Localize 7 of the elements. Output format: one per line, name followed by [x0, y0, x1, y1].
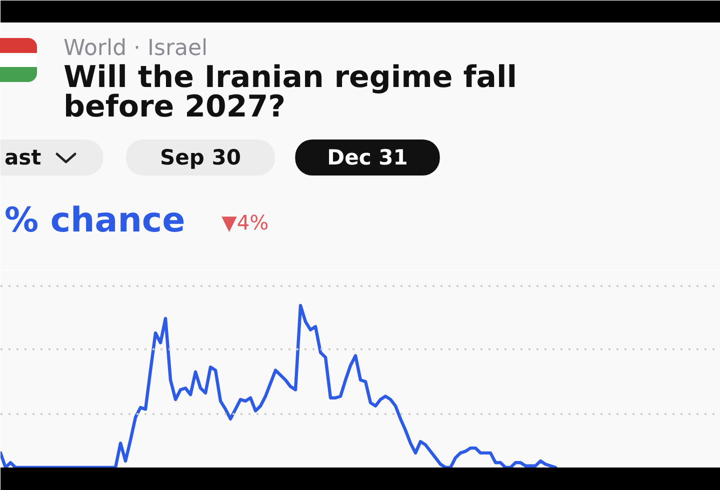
text: Sep 30 — [160, 146, 241, 170]
text: Dec 31 — [327, 146, 408, 170]
chart-title: Will the Iranian regime fall before 2027? — [64, 60, 518, 124]
text: % chance — [4, 200, 186, 240]
text: ast — [4, 146, 42, 170]
chart-subtitle: World · Israel — [64, 36, 208, 61]
text: ▼4% — [222, 210, 269, 234]
